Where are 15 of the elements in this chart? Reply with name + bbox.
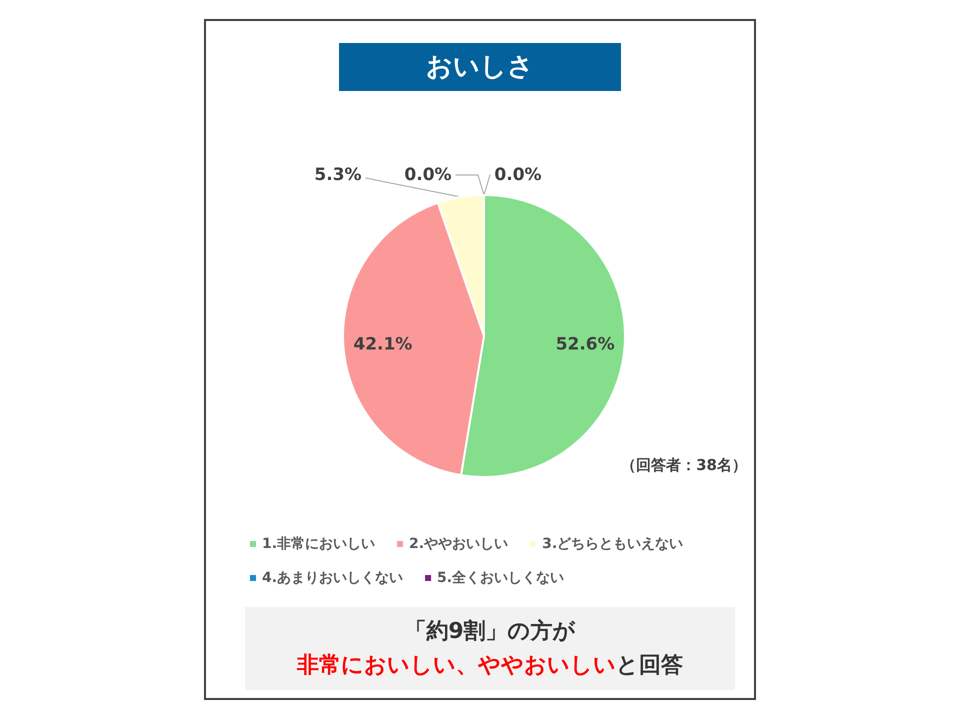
text: 0.0% xyxy=(494,165,542,185)
text: 「約9割」の方が xyxy=(404,618,576,644)
data-label: 42.1% xyxy=(353,334,412,355)
chart-title: おいしさ xyxy=(426,52,534,82)
legend-label: 1.非常においしい xyxy=(262,536,376,552)
legend-label: 5.全くおいしくない xyxy=(437,570,564,586)
text: 非常においしい、ややおいしい xyxy=(297,652,616,678)
data-label: 52.6% xyxy=(556,334,615,354)
legend-label: 2.ややおいしい xyxy=(409,536,508,552)
text: と回答 xyxy=(616,652,683,678)
legend-label: 4.あまりおいしくない xyxy=(262,570,404,586)
data-label: 5.3% xyxy=(314,165,362,185)
text: （回答者：38名） xyxy=(621,456,747,475)
text: 0.0% xyxy=(404,165,452,185)
legend-label: 3.どちらともいえない xyxy=(542,536,684,552)
